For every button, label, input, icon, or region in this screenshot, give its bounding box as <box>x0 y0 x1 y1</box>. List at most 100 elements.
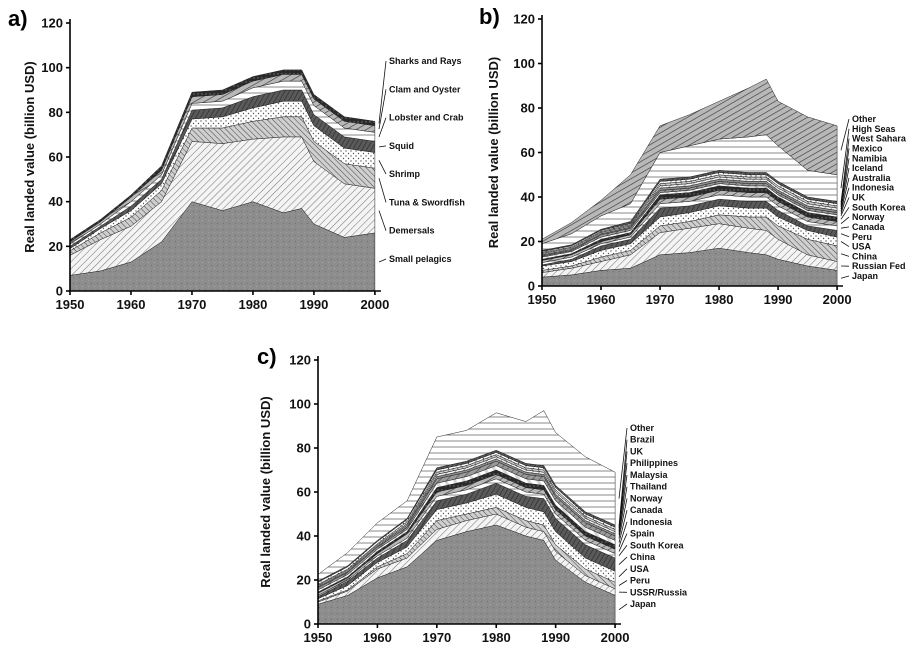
leader-line <box>840 148 850 205</box>
y-tick-label: 80 <box>297 441 311 456</box>
series-label-high-seas: High Seas <box>852 124 896 134</box>
x-tick-label: 1950 <box>304 630 333 645</box>
leader-line <box>618 474 628 533</box>
series-label-clam-and-oyster: Clam and Oyster <box>389 84 461 94</box>
y-tick-label: 0 <box>304 617 311 632</box>
series-label-other: Other <box>630 423 655 433</box>
x-tick-label: 1990 <box>541 630 570 645</box>
series-label-iceland: Iceland <box>852 163 883 173</box>
area-other <box>541 78 838 245</box>
y-axis-label: Real landed value (billion USD) <box>22 61 37 252</box>
series-label-china: China <box>630 552 656 562</box>
series-label-indonesia: Indonesia <box>852 183 895 193</box>
y-tick-label: 80 <box>49 105 63 120</box>
panel-c: 0 20 40 60 80 100 120 1950 1960 1970 1980 1990 2000 R… <box>257 344 688 645</box>
series-label-norway: Norway <box>852 212 885 222</box>
series-label-small-pelagics: Small pelagics <box>389 254 452 264</box>
leader-line <box>618 533 628 552</box>
y-tick-label: 0 <box>528 279 535 294</box>
y-tick-label: 20 <box>49 239 63 254</box>
series-label-canada: Canada <box>630 505 664 515</box>
y-tick-label: 20 <box>297 573 311 588</box>
series-label-sharks-and-rays: Sharks and Rays <box>389 56 462 66</box>
x-tick-label: 1980 <box>238 297 267 312</box>
y-tick-label: 40 <box>521 190 535 205</box>
series-label-west-sahara: West Sahara <box>852 134 907 144</box>
y-tick-label: 60 <box>521 145 535 160</box>
x-tick-label: 1970 <box>177 297 206 312</box>
series-label-demersals: Demersals <box>389 226 435 236</box>
series-label-ussr-russia: USSR/Russia <box>630 587 688 597</box>
leader-line <box>618 568 628 577</box>
leader-line <box>378 89 387 130</box>
series-label-peru: Peru <box>630 576 650 586</box>
series-label-shrimp: Shrimp <box>389 169 421 179</box>
y-tick-label: 60 <box>297 485 311 500</box>
series-label-uk: UK <box>852 193 865 203</box>
leader-line <box>840 253 850 257</box>
series-label-squid: Squid <box>389 141 414 151</box>
series-label-south-korea: South Korea <box>630 540 684 550</box>
x-tick-label: 1990 <box>299 297 328 312</box>
leader-line <box>378 258 387 263</box>
leader-line <box>378 160 387 175</box>
leader-line <box>840 138 850 203</box>
y-tick-label: 120 <box>289 353 311 368</box>
leader-line <box>840 216 850 225</box>
leader-line <box>378 145 387 148</box>
series-label-lobster-and-crab: Lobster and Crab <box>389 113 464 123</box>
leader-line <box>840 241 850 247</box>
panel-b: 0 20 40 60 80 100 120 1950 1960 1970 1980 1990 2000 R… <box>479 4 907 307</box>
leader-line <box>840 197 850 217</box>
leader-line <box>840 187 850 214</box>
y-tick-label: 120 <box>513 12 535 27</box>
leader-line <box>618 439 628 527</box>
leader-line <box>618 510 628 543</box>
series-label-philippines: Philippines <box>630 458 678 468</box>
leader-line <box>840 226 850 229</box>
leader-line <box>618 556 628 565</box>
x-tick-label: 2000 <box>601 630 630 645</box>
x-tick-label: 1990 <box>764 292 793 307</box>
y-tick-label: 20 <box>521 234 535 249</box>
series-label-indonesia: Indonesia <box>630 517 673 527</box>
panel-a: 0 20 40 60 80 100 120 1950 1960 1970 1980 1990 2000 R… <box>8 6 465 312</box>
series-label-brazil: Brazil <box>630 435 655 445</box>
series-label-peru: Peru <box>852 232 872 242</box>
series-label-usa: USA <box>852 242 872 252</box>
y-tick-label: 100 <box>513 56 535 71</box>
series-label-canada: Canada <box>852 222 886 232</box>
leader-line <box>378 60 387 124</box>
x-tick-label: 2000 <box>360 297 389 312</box>
leader-line <box>840 177 850 212</box>
series-label-russian-fed: Russian Fed <box>852 261 906 271</box>
y-tick-label: 40 <box>49 194 63 209</box>
series-label-japan: Japan <box>852 271 878 281</box>
y-tick-label: 80 <box>521 101 535 116</box>
series-label-thailand: Thailand <box>630 482 667 492</box>
x-tick-label: 1980 <box>482 630 511 645</box>
x-tick-label: 1960 <box>363 630 392 645</box>
leader-line <box>618 498 628 539</box>
y-tick-label: 40 <box>297 529 311 544</box>
leader-line <box>840 275 850 279</box>
area-sharks-and-rays <box>69 69 376 243</box>
x-tick-label: 1960 <box>587 292 616 307</box>
series-label-japan: Japan <box>630 599 656 609</box>
leader-line <box>618 427 628 499</box>
series-label-south-korea: South Korea <box>852 202 906 212</box>
y-tick-label: 0 <box>56 284 63 299</box>
series-label-other: Other <box>852 114 877 124</box>
leader-line <box>840 168 850 210</box>
series-label-australia: Australia <box>852 173 892 183</box>
leader-line <box>378 117 387 138</box>
series-label-spain: Spain <box>630 529 655 539</box>
series-label-norway: Norway <box>630 493 663 503</box>
series-label-mexico: Mexico <box>852 143 883 153</box>
x-tick-label: 2000 <box>823 292 852 307</box>
leader-line <box>618 545 628 557</box>
leader-line <box>618 580 628 586</box>
leader-line <box>840 207 850 220</box>
y-axis-label: Real landed value (billion USD) <box>258 396 273 587</box>
